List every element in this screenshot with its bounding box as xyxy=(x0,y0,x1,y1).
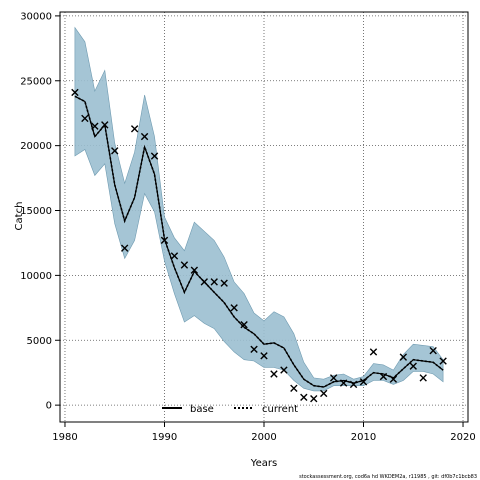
observed-point-stroke xyxy=(130,125,139,133)
observed-point-stroke xyxy=(250,345,258,354)
observed-point-stroke xyxy=(439,357,447,365)
x-axis-title: Years xyxy=(250,458,277,469)
observed-point xyxy=(270,370,278,378)
observed-point xyxy=(280,366,288,374)
y-tick-label: 20000 xyxy=(20,141,52,152)
observed-point-stroke xyxy=(120,244,129,252)
observed-point-stroke xyxy=(91,122,99,130)
observed-point xyxy=(320,389,328,398)
observed-point xyxy=(101,121,109,129)
observed-point xyxy=(389,375,398,383)
y-axis-title: Catch xyxy=(14,202,25,231)
observed-point xyxy=(190,266,199,274)
observed-point xyxy=(111,147,119,155)
observed-point-stroke xyxy=(210,278,218,286)
y-tick-label: 10000 xyxy=(20,271,52,282)
observed-point-stroke xyxy=(101,121,109,129)
observed-point-stroke xyxy=(379,372,388,381)
x-tick-label: 2000 xyxy=(251,432,276,443)
observed-point xyxy=(71,88,79,97)
observed-point-stroke xyxy=(270,370,278,378)
observed-point xyxy=(250,345,258,354)
observed-point xyxy=(150,152,159,160)
y-tick-label: 5000 xyxy=(27,336,52,347)
y-tick-label: 30000 xyxy=(20,11,52,22)
observed-point-stroke xyxy=(359,378,368,386)
legend: base current xyxy=(162,404,298,415)
observed-point xyxy=(160,236,169,245)
observed-point-stroke xyxy=(160,236,169,245)
observed-point xyxy=(429,346,437,355)
observed-point-stroke xyxy=(170,252,179,260)
legend-base-label: base xyxy=(190,404,214,415)
observed-point-stroke xyxy=(389,375,398,383)
observed-point xyxy=(290,384,298,392)
x-tick-label: 1990 xyxy=(152,432,177,443)
observed-point-stroke xyxy=(339,379,348,387)
observed-point xyxy=(339,379,348,387)
observed-point xyxy=(260,352,268,360)
observed-point xyxy=(120,244,129,252)
observed-point-stroke xyxy=(190,266,199,274)
observed-point xyxy=(170,252,179,260)
observed-point-stroke xyxy=(399,353,408,361)
y-tick-label: 15000 xyxy=(20,206,52,217)
observed-point xyxy=(419,374,427,382)
footer-text: stockassessment.org, cod6a hd WKDEM2a, r… xyxy=(299,474,477,480)
observed-point xyxy=(349,380,358,389)
axes: 1980 1990 2000 2010 2020 0 5000 10000 15000 20000… xyxy=(20,11,476,443)
observed-point xyxy=(439,357,447,365)
y-tick-label: 25000 xyxy=(20,76,52,87)
observed-point xyxy=(399,353,408,361)
observed-point xyxy=(91,122,99,130)
observed-point-stroke xyxy=(81,114,89,123)
series-line-current xyxy=(74,95,444,388)
observed-point xyxy=(210,278,218,286)
observed-point-stroke xyxy=(429,346,437,355)
observed-point-stroke xyxy=(240,320,248,329)
x-tick-label: 1980 xyxy=(52,432,77,443)
observed-point-stroke xyxy=(111,147,119,155)
observed-point-stroke xyxy=(150,152,159,160)
observed-point-stroke xyxy=(290,384,298,392)
observed-point xyxy=(220,279,228,287)
observed-point xyxy=(379,372,388,381)
observed-point-stroke xyxy=(419,374,427,382)
observed-point xyxy=(359,378,368,386)
observed-point xyxy=(369,348,378,356)
observed-point xyxy=(200,278,208,286)
series-lines xyxy=(74,95,444,388)
observed-point-stroke xyxy=(300,393,308,402)
observed-points xyxy=(71,88,447,403)
observed-point-stroke xyxy=(260,352,268,360)
legend-current-label: current xyxy=(262,404,298,415)
x-tick-label: 2010 xyxy=(351,432,376,443)
observed-point xyxy=(409,362,417,370)
observed-point-stroke xyxy=(369,348,378,356)
observed-point-stroke xyxy=(180,261,189,269)
y-tick-label: 0 xyxy=(46,401,52,412)
observed-point-stroke xyxy=(71,88,79,97)
observed-point-stroke xyxy=(320,389,328,398)
observed-point-stroke xyxy=(329,374,338,382)
observed-point xyxy=(140,132,149,141)
observed-point xyxy=(81,114,89,123)
observed-point xyxy=(329,374,338,382)
observed-point xyxy=(300,393,308,402)
observed-point xyxy=(130,125,139,133)
observed-point xyxy=(240,320,248,329)
x-tick-label: 2020 xyxy=(450,432,475,443)
observed-point xyxy=(310,394,318,403)
observed-point-stroke xyxy=(409,362,417,370)
observed-point-stroke xyxy=(230,304,238,312)
observed-point-stroke xyxy=(200,278,208,286)
observed-point xyxy=(230,304,238,312)
observed-point-stroke xyxy=(310,394,318,403)
observed-point-stroke xyxy=(349,380,358,389)
observed-point-stroke xyxy=(280,366,288,374)
observed-point-stroke xyxy=(140,132,149,141)
observed-point-stroke xyxy=(220,279,228,287)
observed-point xyxy=(180,261,189,269)
